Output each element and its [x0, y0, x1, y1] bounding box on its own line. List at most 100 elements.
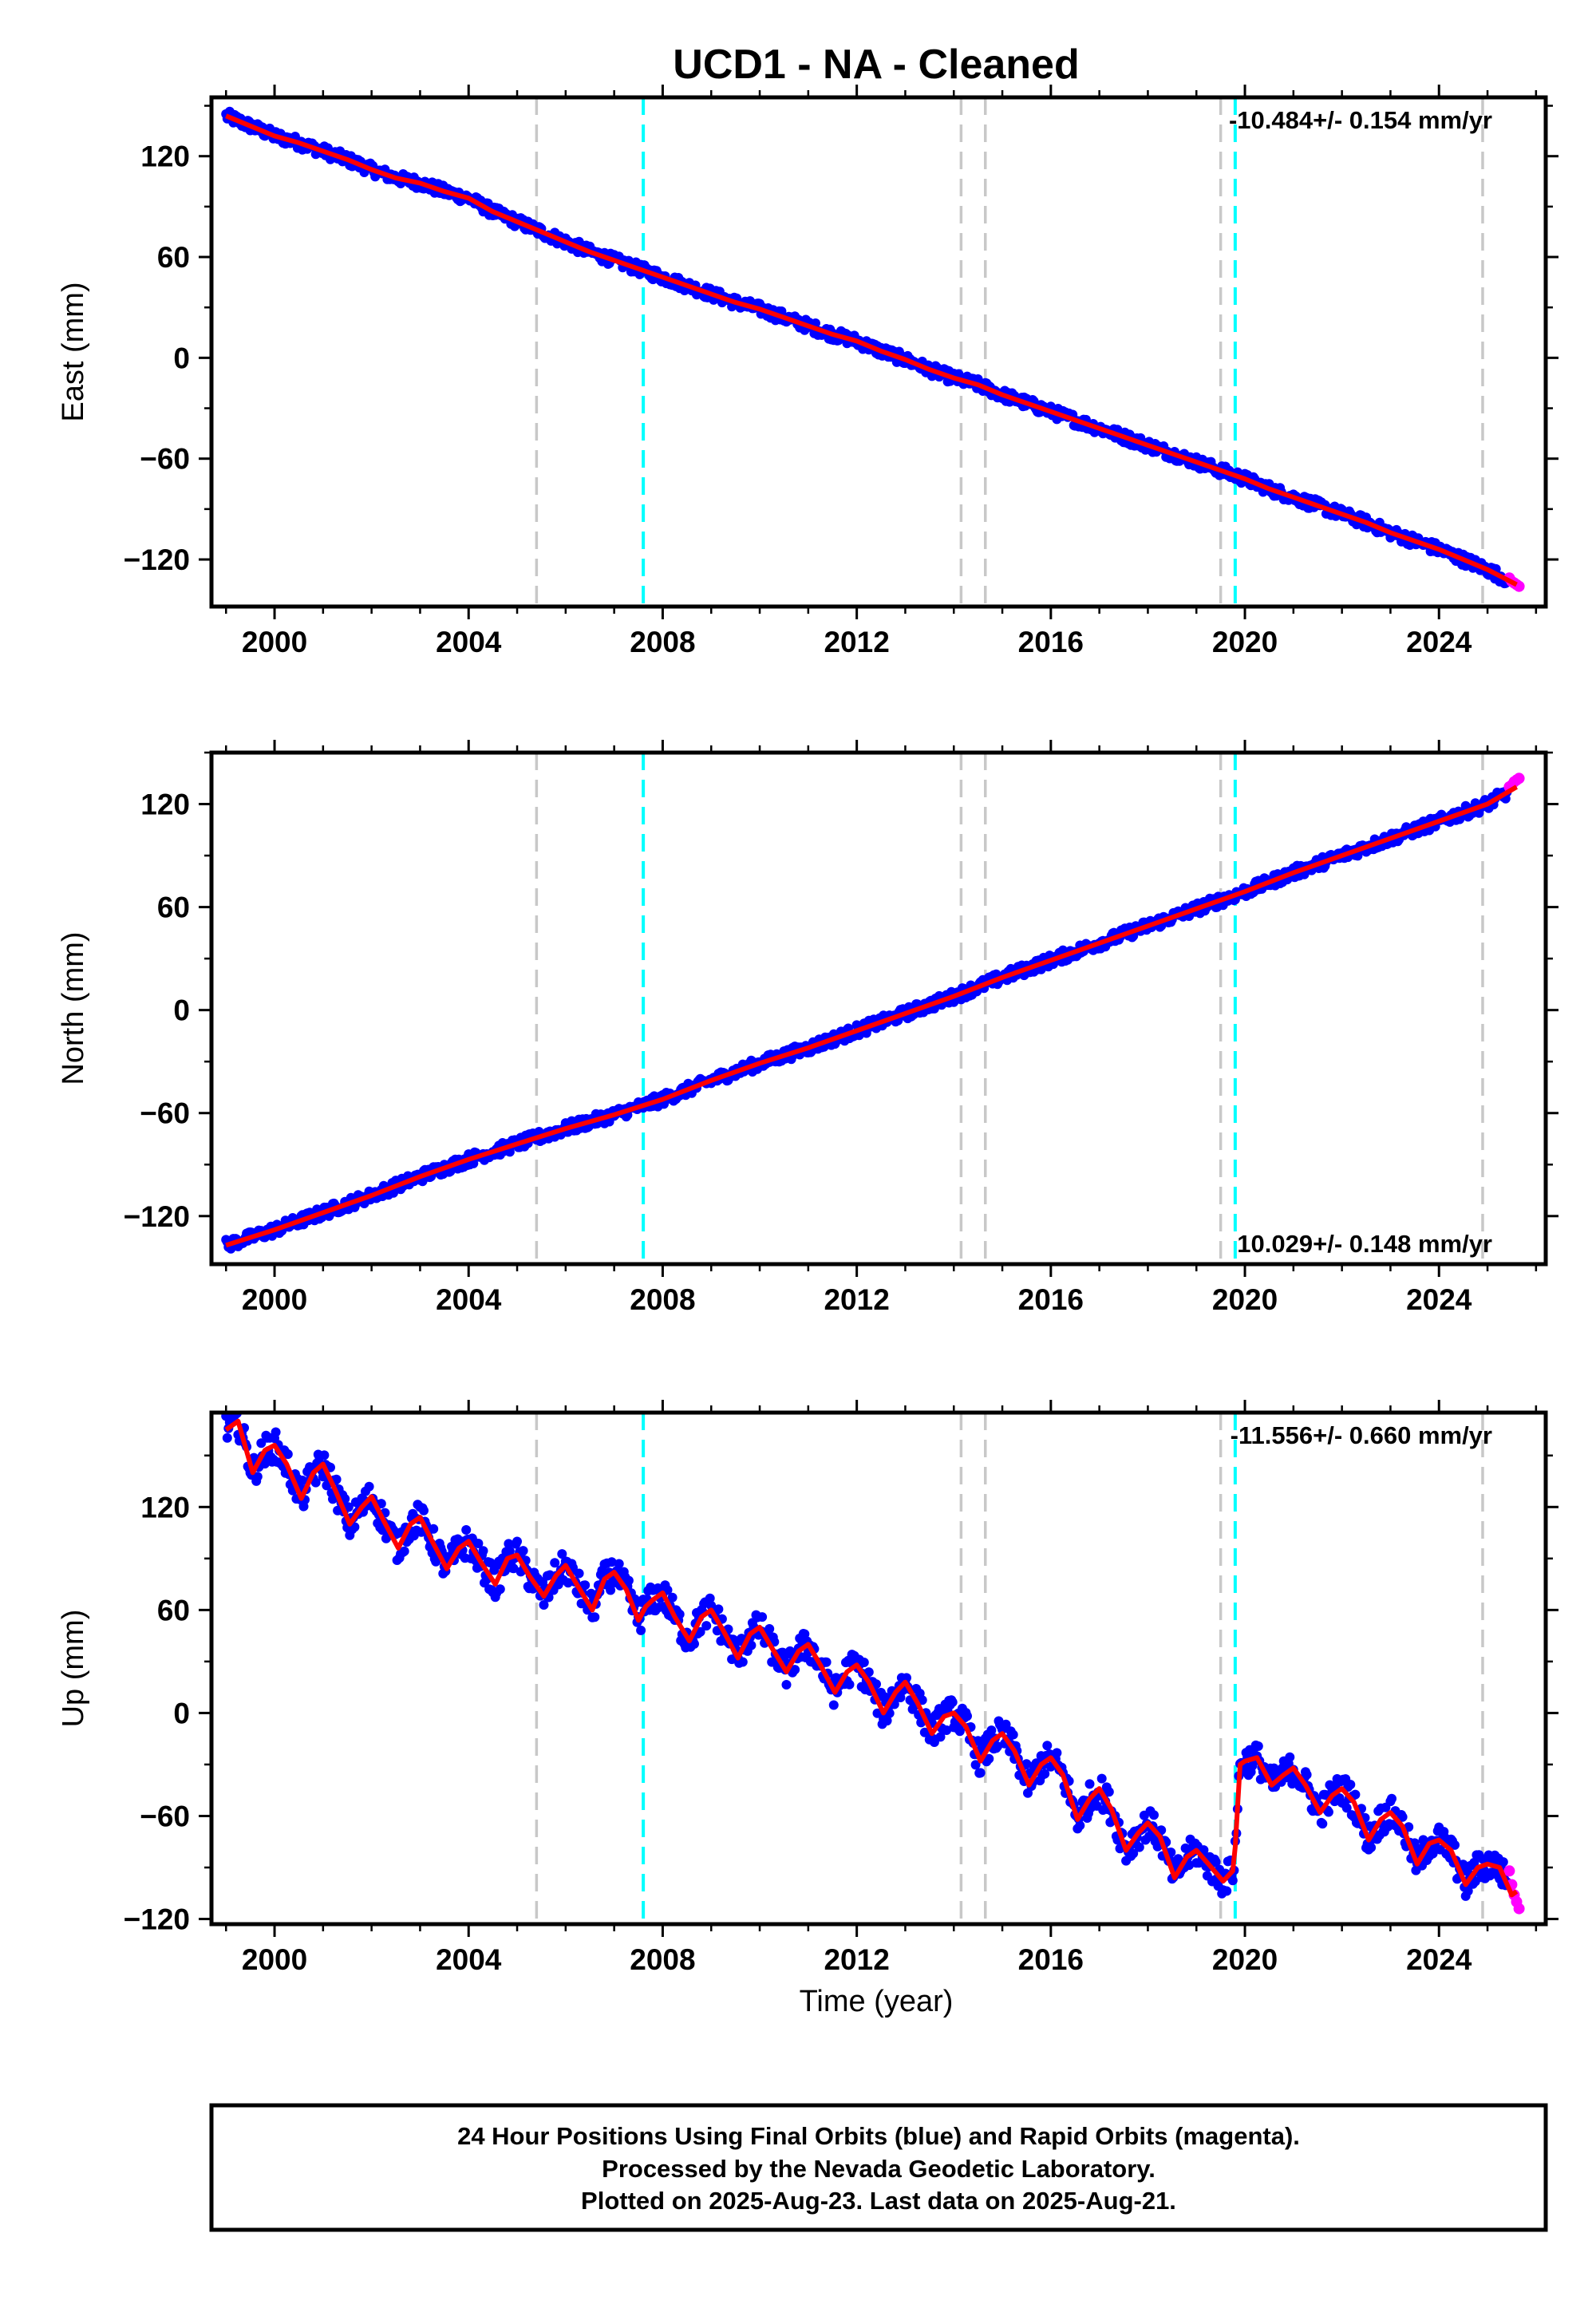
final-orbit-point: [1450, 1840, 1460, 1850]
final-orbit-point: [935, 1732, 946, 1742]
final-orbit-point: [590, 1612, 600, 1622]
final-orbit-point: [504, 1546, 515, 1556]
final-orbit-point: [1498, 1857, 1508, 1867]
panel-north-velocity-label: 10.029+/- 0.148 mm/yr: [1237, 1230, 1492, 1258]
final-orbit-point: [512, 1536, 522, 1547]
final-orbit-point: [508, 1563, 519, 1574]
final-orbit-point: [331, 1474, 342, 1484]
final-orbit-point: [828, 1700, 839, 1710]
y-tick-label: 120: [140, 140, 190, 173]
panel-up-plot-area: [221, 1413, 1525, 1924]
final-orbit-point: [705, 1593, 715, 1603]
final-orbit-point: [606, 1557, 617, 1567]
y-tick-label: 60: [157, 1594, 190, 1626]
final-orbit-point: [1302, 1769, 1312, 1780]
final-orbit-point: [1387, 1793, 1396, 1804]
final-orbit-point: [1341, 1803, 1352, 1813]
panel-up-model-line: [224, 1418, 1519, 1898]
final-orbit-point: [746, 1640, 757, 1650]
y-tick-label: −120: [124, 1903, 190, 1936]
final-orbit-point: [1397, 1812, 1408, 1822]
final-orbit-point: [419, 1505, 429, 1516]
final-orbit-point: [298, 1476, 307, 1485]
panel-up-frame: [209, 1410, 1548, 1927]
x-tick-label: 2016: [1018, 1943, 1084, 1976]
footer-line-3: Plotted on 2025-Aug-23. Last data on 202…: [581, 2187, 1176, 2215]
x-tick-label: 2008: [630, 1283, 695, 1316]
final-orbit-point: [1350, 1789, 1361, 1800]
y-tick-label: −120: [124, 1200, 190, 1233]
final-orbit-point: [1323, 1807, 1333, 1817]
panel-east-y-axis-label: East (mm): [57, 282, 90, 421]
x-tick-label: 2024: [1406, 1943, 1472, 1976]
final-orbit-point: [667, 1592, 678, 1603]
y-tick-label: 0: [173, 994, 190, 1027]
x-tick-label: 2000: [242, 1283, 307, 1316]
final-orbit-point: [271, 1427, 281, 1437]
final-orbit-point: [1040, 1769, 1050, 1779]
final-orbit-point: [1463, 1886, 1473, 1896]
y-tick-label: 120: [140, 1491, 190, 1524]
x-tick-label: 2020: [1212, 1943, 1278, 1976]
y-tick-label: 0: [173, 342, 190, 374]
y-tick-label: 120: [140, 788, 190, 821]
final-orbit-point: [713, 1604, 724, 1614]
footer-line-1: 24 Hour Positions Using Final Orbits (bl…: [457, 2122, 1300, 2150]
final-orbit-point: [947, 1697, 958, 1707]
x-tick-label: 2016: [1018, 626, 1084, 658]
final-orbit-point: [984, 1753, 994, 1764]
final-orbit-point: [328, 1494, 338, 1504]
y-tick-label: −60: [140, 443, 190, 476]
final-orbit-point: [343, 1502, 354, 1512]
final-orbit-point: [790, 1665, 800, 1675]
rapid-orbit-point: [1503, 1865, 1515, 1877]
final-orbit-point: [1149, 1810, 1159, 1820]
final-orbit-point: [1345, 1780, 1356, 1790]
final-orbit-point: [310, 1477, 321, 1488]
final-orbit-point: [1042, 1741, 1053, 1751]
panel-east: 2000 2004 2008 2012 2016 2020 2024 −120 −60 0 60 12…: [57, 85, 1558, 658]
final-orbit-point: [461, 1525, 472, 1535]
x-tick-label: 2020: [1212, 1283, 1278, 1316]
final-orbit-point: [872, 1708, 883, 1718]
final-orbit-point: [259, 1459, 270, 1469]
footer-box: [209, 2103, 1548, 2232]
x-tick-label: 2004: [436, 1283, 502, 1316]
final-orbit-point: [882, 1716, 892, 1726]
x-tick-label: 2016: [1018, 1283, 1084, 1316]
final-orbit-point: [1184, 1860, 1195, 1871]
x-tick-label: 2012: [824, 1283, 889, 1316]
x-tick-label: 2012: [824, 626, 889, 658]
panel-up-y-axis-label: Up (mm): [57, 1610, 90, 1728]
final-orbit-point: [962, 1711, 972, 1721]
final-orbit-point: [222, 1433, 232, 1443]
x-tick-label: 2000: [242, 626, 307, 658]
panel-north: 2000 2004 2008 2012 2016 2020 2024 −120 −60 0 60 12…: [57, 740, 1558, 1316]
final-orbit-point: [689, 1638, 699, 1649]
final-orbit-point: [1222, 1886, 1232, 1896]
panel-north-frame: [209, 750, 1548, 1267]
x-tick-label: 2024: [1406, 626, 1472, 658]
final-orbit-point: [1366, 1843, 1377, 1852]
final-orbit-point: [1285, 1752, 1295, 1762]
x-tick-label: 2012: [824, 1943, 889, 1976]
final-orbit-point: [1052, 1748, 1062, 1758]
final-orbit-point: [614, 1559, 624, 1569]
final-orbit-point: [1001, 1719, 1011, 1729]
final-orbit-point: [485, 1558, 496, 1568]
x-tick-label: 2008: [630, 626, 695, 658]
final-orbit-point: [1227, 1875, 1238, 1886]
final-orbit-point: [431, 1556, 441, 1567]
rapid-orbit-point: [1513, 773, 1525, 785]
x-tick-label: 2020: [1212, 626, 1278, 658]
final-orbit-point: [1253, 1741, 1263, 1751]
final-orbit-point: [695, 1626, 705, 1637]
final-orbit-point: [580, 1580, 591, 1591]
final-orbit-point: [1096, 1773, 1107, 1784]
y-tick-label: −120: [124, 543, 190, 576]
final-orbit-point: [942, 1725, 952, 1735]
final-orbit-point: [478, 1546, 488, 1556]
final-orbit-point: [282, 1449, 293, 1460]
final-orbit-point: [1134, 1842, 1144, 1852]
